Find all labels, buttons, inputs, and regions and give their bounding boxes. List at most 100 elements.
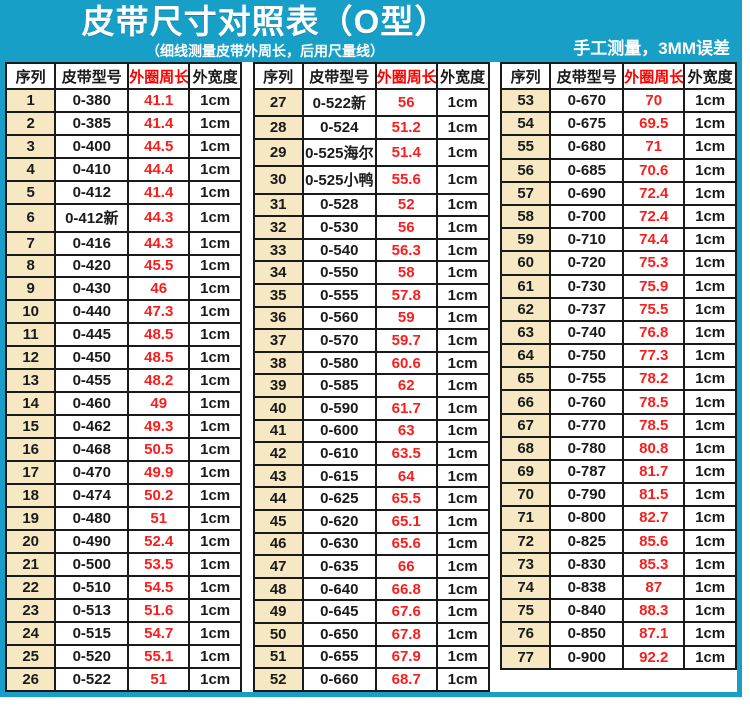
circumference-cell: 49 — [127, 391, 191, 417]
circumference-cell: 68.7 — [374, 667, 438, 692]
model-cell: 0-525海尔 — [301, 137, 377, 168]
table-row: 8 0-420 45.5 1cm — [4, 253, 242, 279]
width-cell: 1cm — [188, 414, 242, 440]
model-cell: 0-555 — [301, 283, 377, 308]
serial-cell: 55 — [499, 134, 552, 160]
circumference-cell: 66.8 — [374, 576, 438, 602]
width-cell: 1cm — [683, 505, 737, 531]
circumference-cell: 67.9 — [374, 644, 438, 670]
serial-cell: 31 — [252, 192, 304, 218]
width-cell: 1cm — [435, 418, 490, 444]
circumference-cell: 55.1 — [127, 643, 191, 669]
model-cell: 0-770 — [549, 412, 625, 438]
width-cell: 1cm — [435, 283, 490, 308]
model-cell: 0-445 — [54, 322, 130, 348]
model-cell: 0-528 — [301, 192, 377, 218]
width-cell: 1cm — [435, 137, 490, 168]
table-row: 27 0-522新 56 1cm — [252, 87, 490, 118]
model-cell: 0-830 — [549, 551, 625, 577]
serial-cell: 15 — [4, 414, 57, 440]
serial-cell: 11 — [4, 322, 57, 348]
belt-size-table: 序列 皮带型号 外圈周长 外宽度 53 0-670 70 1cm 54 0-675 69.5 1cm 5… — [499, 62, 737, 670]
width-cell: 1cm — [435, 644, 490, 670]
header-note: 手工测量，3MM误差 — [573, 39, 730, 58]
width-cell: 1cm — [683, 134, 737, 160]
table-row: 18 0-474 50.2 1cm — [4, 483, 242, 508]
width-cell: 1cm — [188, 391, 242, 417]
width-cell: 1cm — [435, 237, 490, 263]
model-cell: 0-840 — [549, 598, 625, 624]
circumference-cell: 64 — [374, 463, 438, 489]
model-cell: 0-570 — [301, 328, 377, 353]
model-cell: 0-710 — [549, 227, 625, 253]
width-cell: 1cm — [435, 260, 490, 286]
circumference-cell: 51.2 — [374, 115, 438, 140]
circumference-cell: 81.5 — [622, 482, 686, 508]
model-cell: 0-790 — [549, 482, 625, 508]
serial-cell: 70 — [499, 482, 552, 508]
table-row: 69 0-787 81.7 1cm — [499, 458, 737, 485]
width-cell: 1cm — [435, 373, 490, 398]
table-row: 56 0-685 70.6 1cm — [499, 157, 737, 183]
table-row: 41 0-600 63 1cm — [252, 418, 490, 444]
width-cell: 1cm — [435, 396, 490, 421]
table-row: 10 0-440 47.3 1cm — [4, 299, 242, 325]
table-row: 1 0-380 41.1 1cm — [4, 88, 242, 113]
serial-cell: 5 — [4, 179, 57, 205]
model-cell: 0-800 — [549, 505, 625, 531]
width-cell: 1cm — [188, 156, 242, 182]
width-cell: 1cm — [683, 273, 737, 299]
circumference-cell: 41.4 — [127, 179, 191, 205]
circumference-cell: 66 — [374, 554, 438, 579]
tables-area: 序列 皮带型号 外圈周长 外宽度 1 0-380 41.1 1cm 2 0-385 41.4 1cm 3… — [0, 62, 742, 697]
table-row: 63 0-740 76.8 1cm — [499, 319, 737, 346]
table-row: 45 0-620 65.1 1cm — [252, 509, 490, 534]
table-row: 28 0-524 51.2 1cm — [252, 115, 490, 140]
serial-cell: 23 — [4, 597, 57, 623]
model-cell: 0-737 — [549, 296, 625, 322]
serial-cell: 65 — [499, 366, 552, 392]
circumference-cell: 56 — [374, 87, 438, 118]
model-cell: 0-380 — [54, 88, 130, 113]
circumference-cell: 67.6 — [374, 599, 438, 624]
table-row: 31 0-528 52 1cm — [252, 192, 490, 218]
table-row: 5 0-412 41.4 1cm — [4, 179, 242, 205]
circumference-cell: 88.3 — [622, 598, 686, 624]
serial-cell: 49 — [252, 599, 304, 624]
serial-cell: 10 — [4, 299, 57, 325]
width-cell: 1cm — [683, 296, 737, 322]
model-cell: 0-524 — [301, 115, 377, 140]
serial-cell: 40 — [252, 396, 304, 421]
model-cell: 0-740 — [549, 319, 625, 346]
header-banner: 皮带尺寸对照表（O型） （细线测量皮带外周长，后用尺量线） 手工测量，3MM误差 — [0, 0, 742, 62]
width-cell: 1cm — [435, 165, 490, 195]
table-row: 64 0-750 77.3 1cm — [499, 343, 737, 369]
width-cell: 1cm — [188, 597, 242, 623]
width-cell: 1cm — [435, 115, 490, 140]
table-row: 21 0-500 53.5 1cm — [4, 551, 242, 577]
table-row: 29 0-525海尔 51.4 1cm — [252, 137, 490, 168]
model-cell: 0-474 — [54, 483, 130, 508]
model-cell: 0-385 — [54, 110, 130, 136]
width-cell: 1cm — [188, 253, 242, 279]
table-row: 32 0-530 56 1cm — [252, 215, 490, 240]
model-cell: 0-625 — [301, 486, 377, 511]
serial-cell: 14 — [4, 391, 57, 417]
table-row: 14 0-460 49 1cm — [4, 391, 242, 417]
model-cell: 0-420 — [54, 253, 130, 279]
model-cell: 0-620 — [301, 509, 377, 534]
width-cell: 1cm — [435, 599, 490, 624]
serial-cell: 51 — [252, 644, 304, 670]
circumference-cell: 82.7 — [622, 505, 686, 531]
serial-cell: 61 — [499, 273, 552, 299]
circumference-cell: 67.8 — [374, 621, 438, 647]
model-cell: 0-460 — [54, 391, 130, 417]
width-cell: 1cm — [188, 506, 242, 531]
circumference-cell: 85.3 — [622, 551, 686, 577]
serial-cell: 60 — [499, 250, 552, 276]
serial-cell: 74 — [499, 574, 552, 601]
width-cell: 1cm — [683, 157, 737, 183]
circumference-cell: 53.5 — [127, 551, 191, 577]
circumference-cell: 81.7 — [622, 458, 686, 485]
table-section-1: 序列 皮带型号 外圈周长 外宽度 1 0-380 41.1 1cm 2 0-385 41.4 1cm 3… — [4, 62, 242, 693]
